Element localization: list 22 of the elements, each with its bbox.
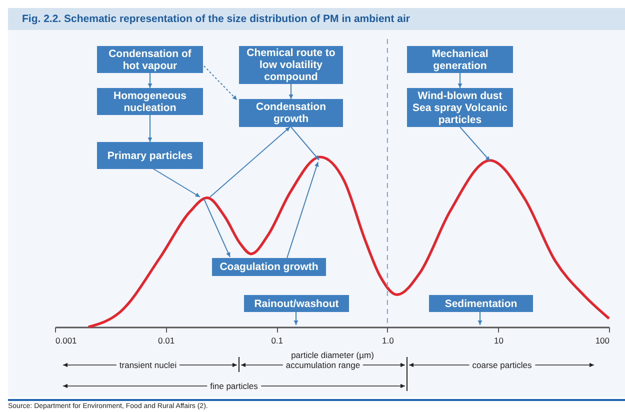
text: accumulation range bbox=[282, 360, 364, 370]
text: fine particles bbox=[207, 381, 261, 391]
annotation: Coagulation growth bbox=[212, 258, 326, 276]
annotation: Sedimentation bbox=[429, 295, 533, 312]
text: transient nuclei bbox=[116, 360, 180, 370]
x-tick-label: 1.0 bbox=[382, 336, 394, 346]
x-tick-label: 0.1 bbox=[271, 336, 284, 346]
x-tick-label: 10 bbox=[494, 336, 504, 346]
x-tick-label: 0.01 bbox=[158, 336, 175, 346]
text: Homogeneous nucleation bbox=[97, 88, 203, 115]
text: Condensation growth bbox=[239, 99, 343, 127]
text: Wind-blown dust Sea spray Volcanic particles bbox=[407, 88, 513, 127]
x-axis-title: particle diameter (µm) bbox=[291, 350, 374, 360]
text: Chemical route to low volatility compound bbox=[239, 46, 343, 84]
annotation: Primary particles bbox=[97, 142, 203, 169]
annotation: Rainout/washout bbox=[244, 295, 349, 312]
x-tick-label: 0.001 bbox=[56, 336, 78, 346]
text: coarse particles bbox=[469, 360, 535, 370]
x-tick-label: 100 bbox=[595, 336, 610, 346]
text: Mechanical generation bbox=[407, 46, 513, 73]
text: Condensation of hot vapour bbox=[97, 46, 203, 73]
chart-title: Fig. 2.2. Schematic representation of the size distribution of PM in ambient air bbox=[8, 8, 625, 30]
